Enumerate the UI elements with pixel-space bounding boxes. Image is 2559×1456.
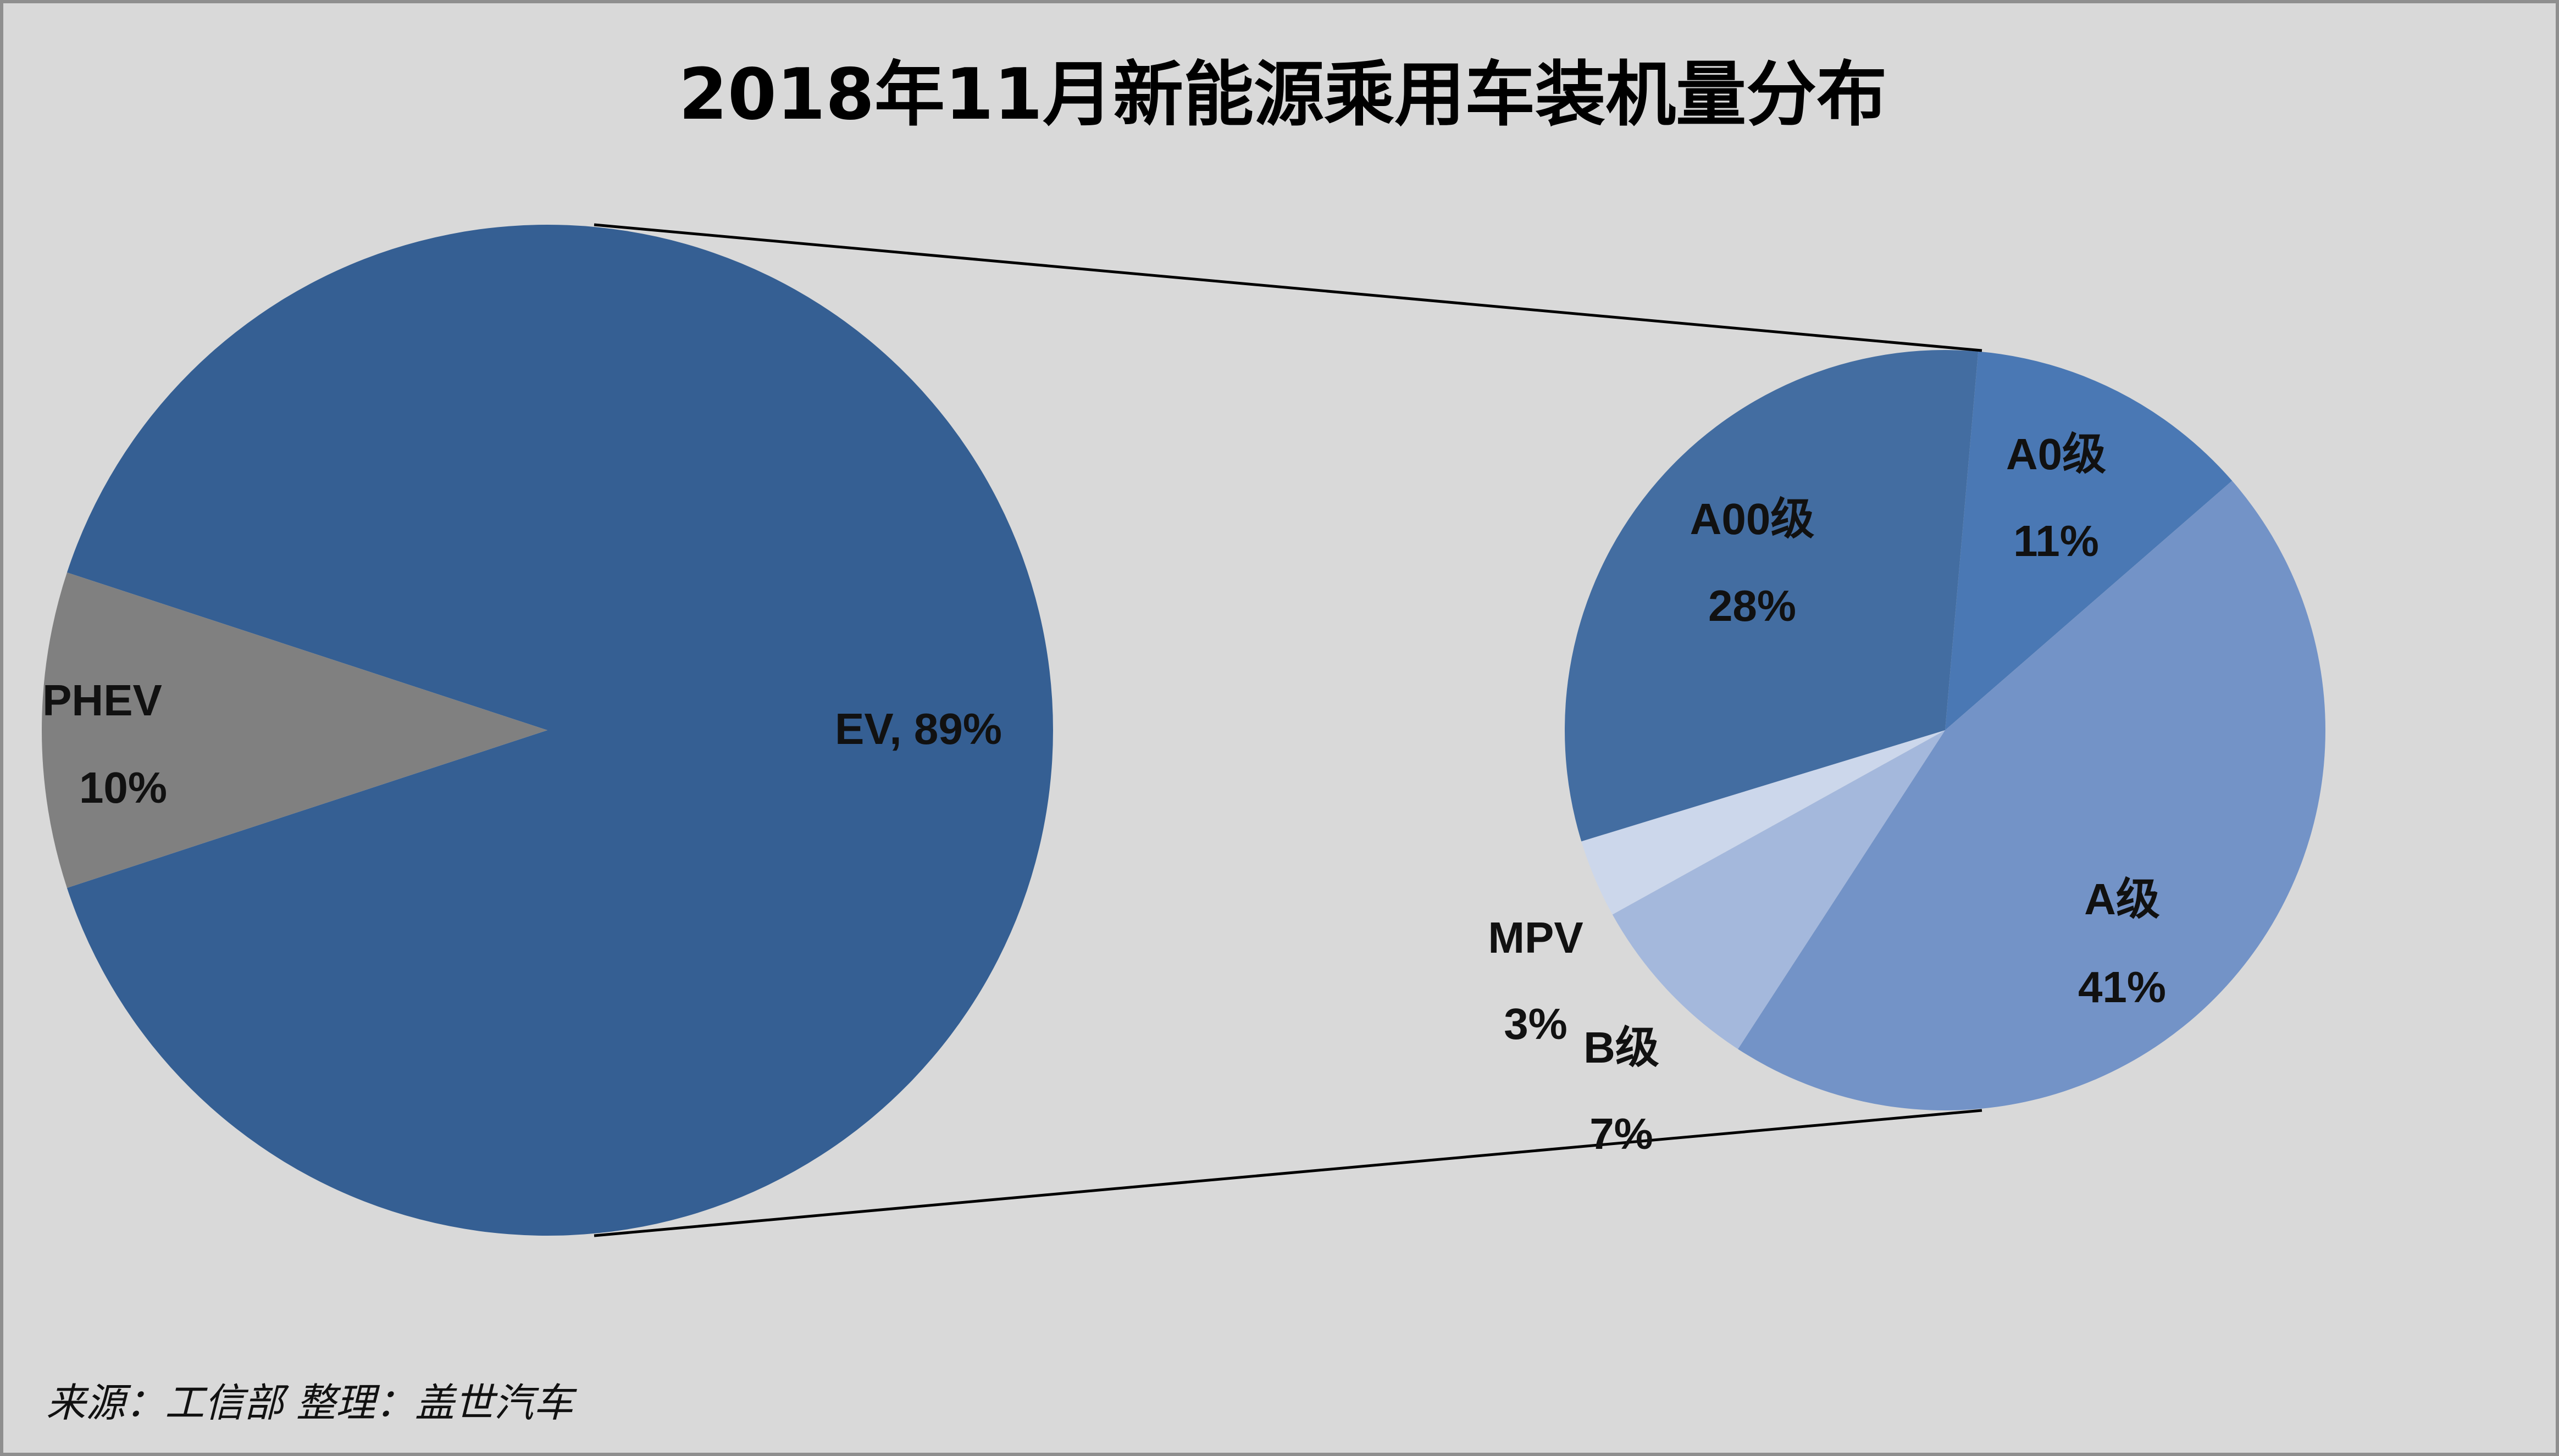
connector-lines — [594, 223, 1982, 1237]
label-mpv-value: 3% — [1504, 999, 1567, 1048]
label-b-name: B级 — [1583, 1023, 1659, 1072]
label-a0-value: 11% — [2013, 516, 2099, 565]
chart-canvas: EV, 89% PHEV 10% A0级 11% A级 41% B级 7% MPV 3% A00级 28… — [42, 54, 2325, 1426]
label-a-value: 41% — [2078, 963, 2166, 1012]
label-phev-name: PHEV — [42, 676, 162, 725]
label-a00-value: 28% — [1708, 581, 1796, 630]
chart-title: 2018年11月新能源乘用车装机量分布 — [679, 54, 1887, 136]
breakdown-pie — [1565, 350, 2325, 1110]
label-a-name: A级 — [2084, 875, 2160, 924]
label-mpv-name: MPV — [1488, 913, 1583, 962]
label-a0-name: A0级 — [2006, 430, 2106, 479]
breakdown-slice-mpv — [1581, 730, 1945, 915]
main-slice-phev — [42, 572, 547, 888]
label-b-value: 7% — [1589, 1109, 1653, 1158]
main-slice-ev — [67, 225, 1053, 1236]
label-ev: EV, 89% — [835, 704, 1002, 753]
label-a00-name: A00级 — [1690, 494, 1815, 543]
source-note: 来源：工信部 整理：盖世汽车 — [46, 1380, 578, 1426]
breakdown-slice-b — [1612, 730, 1945, 1049]
connector-top — [594, 223, 1982, 352]
breakdown-slice-a0 — [1945, 351, 2233, 730]
breakdown-slice-a — [1738, 481, 2325, 1110]
breakdown-slice-a00 — [1565, 350, 1979, 842]
main-pie — [42, 225, 1053, 1236]
connector-bottom — [594, 1109, 1982, 1237]
slice-labels: EV, 89% PHEV 10% A0级 11% A级 41% B级 7% MPV 3% A00级 28… — [42, 430, 2166, 1158]
label-phev-value: 10% — [79, 763, 167, 812]
